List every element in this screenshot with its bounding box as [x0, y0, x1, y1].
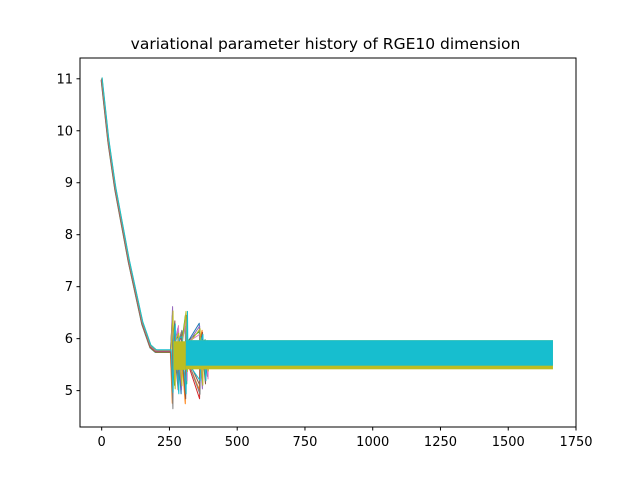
- x-tick-label: 1750: [559, 435, 592, 450]
- oscillation-band: [185, 340, 553, 366]
- y-tick-label: 10: [56, 124, 73, 139]
- y-axis: 5 6 7 8 9 10 11: [56, 72, 80, 399]
- y-tick-label: 11: [56, 72, 73, 87]
- x-tick-label: 0: [98, 435, 106, 450]
- axes-frame: [79, 57, 577, 428]
- y-tick-label: 6: [65, 332, 73, 347]
- y-tick-label: 9: [65, 176, 73, 191]
- x-tick-label: 500: [225, 435, 250, 450]
- x-tick-label: 250: [157, 435, 182, 450]
- y-tick-label: 7: [65, 280, 73, 295]
- y-tick-label: 5: [65, 384, 73, 399]
- y-tick-label: 8: [65, 228, 73, 243]
- x-tick-label: 750: [293, 435, 318, 450]
- transition-block: [173, 341, 186, 370]
- chart-title: variational parameter history of RGE10 d…: [131, 35, 521, 53]
- x-tick-label: 1500: [492, 435, 525, 450]
- x-tick-label: 1000: [356, 435, 389, 450]
- x-axis: 0 250 500 750 1000 1250 1500 1750: [98, 427, 593, 450]
- series-line-10: [101, 77, 210, 395]
- plot-area: [100, 77, 553, 410]
- x-tick-label: 1250: [424, 435, 457, 450]
